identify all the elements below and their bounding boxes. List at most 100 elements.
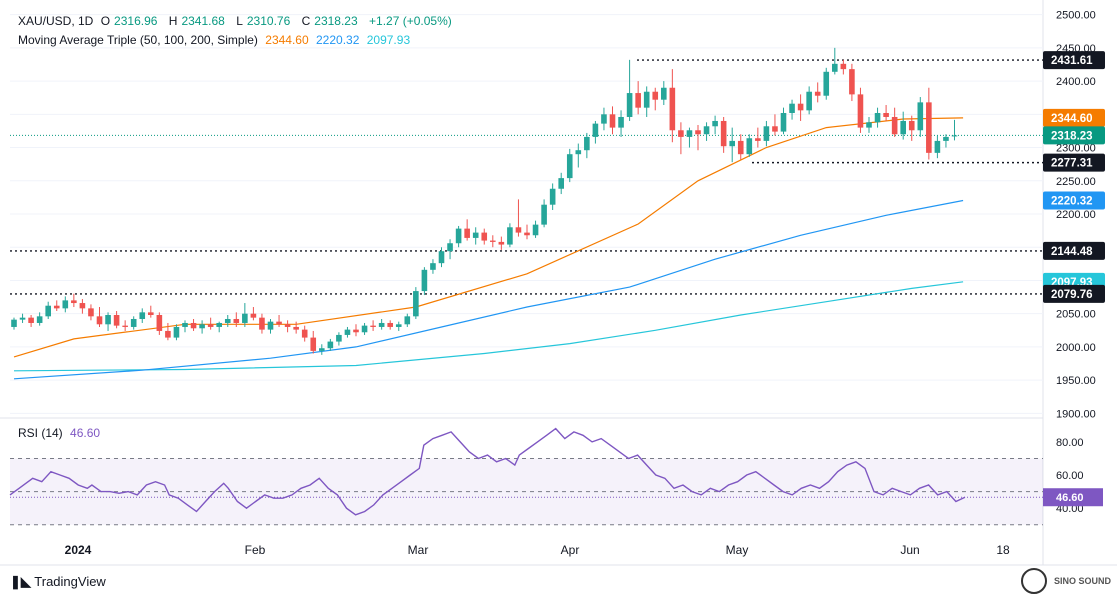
price-label-level: 2144.48 — [1051, 246, 1093, 258]
candle-body — [678, 130, 684, 137]
candle-body — [293, 326, 299, 330]
candle-body — [832, 63, 838, 72]
candle-body — [874, 112, 881, 123]
candle-body — [113, 315, 120, 326]
candle-body — [780, 112, 787, 132]
time-tick-label: May — [726, 543, 749, 557]
logo-text-1: SINO SOUND — [1053, 576, 1111, 586]
candle-body — [199, 324, 205, 329]
candle-body — [182, 322, 188, 327]
candle-body — [686, 130, 693, 137]
candle-body — [507, 227, 513, 245]
candle-body — [190, 322, 197, 329]
rsi-band — [10, 458, 1043, 525]
candle-body — [173, 326, 180, 338]
rsi-value-label: 46.60 — [1056, 492, 1084, 504]
candle-body — [336, 334, 342, 342]
time-tick-label: Mar — [408, 543, 429, 557]
price-label-box — [1043, 108, 1105, 127]
candle-body — [558, 178, 564, 189]
rsi-tick-label: 80.00 — [1056, 437, 1084, 449]
candle-body — [926, 102, 932, 153]
candle-body — [327, 341, 334, 349]
ma-legend: Moving Average Triple (50, 100, 200, Sim… — [18, 33, 414, 47]
ma-legend-label[interactable]: Moving Average Triple (50, 100, 200, Sim… — [18, 33, 258, 47]
candle-body — [635, 93, 641, 108]
price-label-level: 2431.61 — [1051, 55, 1093, 67]
candle-body — [601, 114, 607, 124]
candle-body — [122, 325, 128, 327]
candle-body — [464, 228, 470, 238]
candle-body — [806, 91, 812, 111]
price-tick-label: 2250.00 — [1056, 176, 1096, 188]
candle-body — [712, 120, 718, 127]
symbol-name: XAU/USD, 1D — [18, 14, 94, 28]
price-label-box — [1043, 241, 1105, 260]
candle-body — [259, 317, 265, 330]
candle-body — [387, 322, 393, 327]
candle-body — [53, 305, 60, 309]
time-tick-label: 2024 — [65, 543, 92, 557]
candle-body — [618, 116, 624, 128]
tradingview-label: TradingView — [34, 574, 106, 589]
candle-body — [455, 228, 462, 244]
price-label-level: 2079.76 — [1051, 289, 1093, 301]
candle-body — [361, 325, 368, 333]
candle-body — [165, 330, 171, 338]
candle-body — [79, 303, 86, 309]
candle-body — [592, 123, 599, 137]
candle-body — [857, 94, 864, 128]
candle-body — [353, 329, 359, 333]
price-tick-label: 2200.00 — [1056, 209, 1096, 221]
candle-body — [45, 305, 51, 317]
price-tick-label: 2000.00 — [1056, 342, 1096, 354]
candle-body — [797, 103, 804, 111]
candle-body — [498, 241, 505, 245]
candle-body — [62, 300, 69, 309]
candle-body — [472, 232, 479, 238]
candle-body — [746, 138, 753, 155]
candle-body — [96, 316, 103, 325]
price-label-last: 2318.23 — [1051, 130, 1093, 142]
candle-body — [763, 126, 770, 141]
candle-body — [943, 136, 949, 141]
candle-body — [515, 227, 522, 233]
candle-body — [404, 316, 411, 325]
candle-body — [207, 324, 214, 327]
candle-body — [755, 138, 761, 141]
candle-body — [105, 315, 111, 325]
price-label-ma50: 2344.60 — [1051, 113, 1093, 125]
candlesticks[interactable] — [11, 47, 958, 355]
candle-body — [532, 224, 539, 236]
candle-body — [703, 126, 710, 135]
candle-body — [447, 243, 453, 252]
rsi-legend-label[interactable]: RSI (14) — [18, 426, 63, 440]
candle-body — [130, 318, 137, 327]
candle-body — [301, 329, 308, 338]
candle-body — [695, 130, 701, 135]
ohlc-high: H 2341.68 — [168, 14, 225, 28]
time-tick-label: 18 — [996, 543, 1010, 557]
candle-body — [378, 322, 385, 327]
candle-body — [250, 313, 257, 318]
rsi-tick-label: 60.00 — [1056, 470, 1084, 482]
candle-body — [866, 122, 872, 128]
symbol-header: XAU/USD, 1D O 2316.96 H 2341.68 L 2310.76 C… — [18, 14, 456, 28]
price-tick-label: 2300.00 — [1056, 143, 1096, 155]
candle-body — [36, 316, 43, 323]
candle-body — [421, 269, 428, 292]
candle-body — [267, 321, 274, 330]
sino-sound-logo-icon — [1021, 568, 1048, 594]
candle-body — [71, 300, 77, 304]
candle-body — [148, 312, 154, 316]
price-label-box — [1043, 51, 1105, 70]
candle-body — [661, 87, 667, 100]
candle-body — [233, 318, 240, 323]
tradingview-brand[interactable]: ❚◣ TradingView — [10, 574, 106, 590]
ma200-value: 2097.93 — [366, 33, 411, 47]
time-tick-label: Apr — [561, 543, 580, 557]
watermark-logo: SINO SOUND — [1021, 568, 1111, 594]
candle-body — [772, 126, 778, 132]
candle-body — [319, 348, 325, 351]
